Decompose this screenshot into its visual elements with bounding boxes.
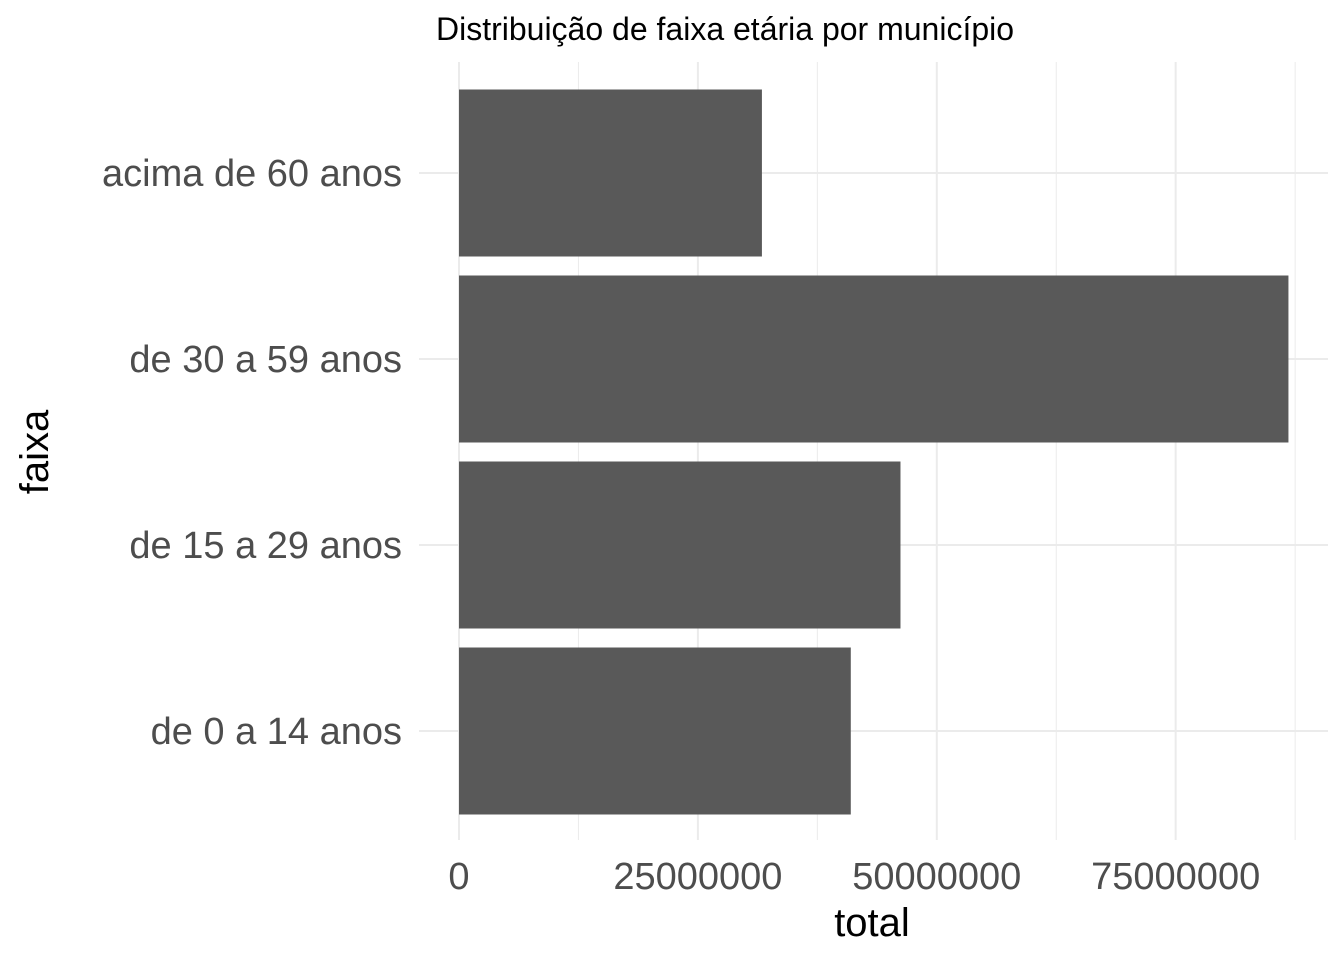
x-tick-label: 50000000 bbox=[852, 856, 1021, 898]
x-tick-label: 0 bbox=[448, 856, 469, 898]
bar bbox=[459, 89, 762, 257]
x-axis-title: total bbox=[834, 901, 910, 945]
y-tick-labels: de 0 a 14 anos de 15 a 29 anos de 30 a 59 … bbox=[102, 153, 402, 753]
bar bbox=[459, 647, 851, 815]
y-axis-title: faixa bbox=[13, 409, 57, 494]
chart-title: Distribuição de faixa etária por municíp… bbox=[436, 11, 1014, 47]
y-tick-label: acima de 60 anos bbox=[102, 153, 402, 195]
y-tick-label: de 30 a 59 anos bbox=[129, 339, 402, 381]
y-tick-label: de 15 a 29 anos bbox=[129, 525, 402, 567]
y-tick-label: de 0 a 14 anos bbox=[151, 711, 402, 753]
bar bbox=[459, 275, 1289, 443]
bars bbox=[459, 89, 1289, 815]
x-tick-labels: 0 25000000 50000000 75000000 bbox=[448, 856, 1260, 898]
x-tick-label: 75000000 bbox=[1091, 856, 1260, 898]
x-tick-label: 25000000 bbox=[613, 856, 782, 898]
bar bbox=[459, 461, 901, 629]
